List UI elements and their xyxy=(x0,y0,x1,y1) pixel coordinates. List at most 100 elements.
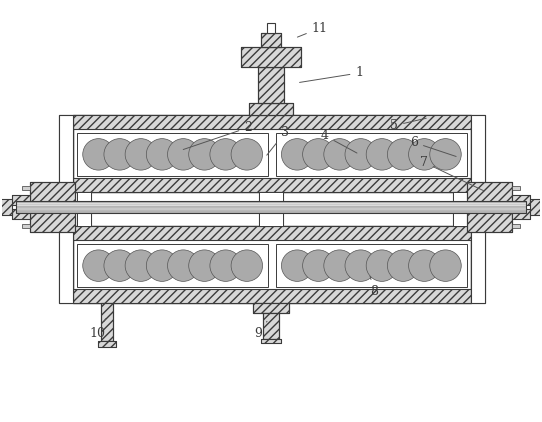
Circle shape xyxy=(210,139,241,170)
Bar xyxy=(60,115,73,192)
Bar xyxy=(467,182,512,232)
Bar xyxy=(60,226,73,303)
Bar xyxy=(253,303,289,313)
Circle shape xyxy=(388,250,419,281)
Bar xyxy=(30,182,75,232)
Bar xyxy=(470,115,485,192)
Text: 10: 10 xyxy=(89,319,106,340)
Bar xyxy=(470,226,485,303)
Circle shape xyxy=(125,139,157,170)
Bar xyxy=(60,226,73,303)
Bar xyxy=(12,195,30,205)
Bar xyxy=(258,67,284,103)
Text: 7: 7 xyxy=(420,156,484,191)
Bar xyxy=(453,192,467,226)
Bar xyxy=(12,209,30,219)
Circle shape xyxy=(366,139,398,170)
Text: 2: 2 xyxy=(183,121,252,149)
Circle shape xyxy=(189,250,220,281)
Bar xyxy=(249,103,293,115)
Circle shape xyxy=(430,250,461,281)
Bar xyxy=(16,201,526,213)
Bar xyxy=(101,303,113,341)
Bar xyxy=(512,209,530,219)
Circle shape xyxy=(210,250,241,281)
Bar xyxy=(12,209,30,219)
Bar xyxy=(78,192,91,226)
Bar xyxy=(470,226,485,303)
Bar xyxy=(253,303,289,313)
Bar xyxy=(98,341,116,347)
Bar xyxy=(30,182,75,232)
Circle shape xyxy=(409,250,440,281)
Bar xyxy=(276,133,467,176)
Bar xyxy=(78,133,268,176)
Circle shape xyxy=(146,250,178,281)
Bar xyxy=(261,33,281,47)
Circle shape xyxy=(324,250,356,281)
Circle shape xyxy=(366,250,398,281)
Bar xyxy=(73,289,470,303)
Bar xyxy=(467,182,512,232)
Circle shape xyxy=(167,139,199,170)
Bar xyxy=(267,23,275,33)
Bar xyxy=(259,192,283,226)
Bar xyxy=(276,244,467,287)
Text: 1: 1 xyxy=(300,66,364,82)
Bar xyxy=(263,313,279,339)
Bar xyxy=(98,341,116,347)
Text: 9: 9 xyxy=(254,321,267,340)
Bar xyxy=(470,115,485,192)
Circle shape xyxy=(409,139,440,170)
Circle shape xyxy=(302,139,334,170)
Text: 5: 5 xyxy=(390,118,426,132)
Bar xyxy=(512,195,530,205)
Bar xyxy=(261,339,281,343)
Bar xyxy=(12,195,30,205)
Circle shape xyxy=(281,250,313,281)
Text: 4: 4 xyxy=(321,129,357,153)
Circle shape xyxy=(83,139,114,170)
Text: 6: 6 xyxy=(410,136,456,157)
Bar xyxy=(512,224,520,228)
Circle shape xyxy=(430,139,461,170)
Bar xyxy=(530,199,542,215)
Bar xyxy=(512,186,520,190)
Bar xyxy=(512,209,530,219)
Bar xyxy=(530,199,542,215)
Bar xyxy=(73,226,470,303)
Bar xyxy=(0,199,12,215)
Circle shape xyxy=(281,139,313,170)
Bar xyxy=(16,203,526,206)
Bar xyxy=(16,208,526,210)
Circle shape xyxy=(189,139,220,170)
Text: 8: 8 xyxy=(370,276,378,298)
Bar xyxy=(73,115,470,129)
Bar xyxy=(22,224,30,228)
Circle shape xyxy=(167,250,199,281)
Bar xyxy=(258,67,284,103)
Bar xyxy=(453,192,467,226)
Circle shape xyxy=(388,139,419,170)
Bar xyxy=(261,33,281,47)
Bar xyxy=(263,313,279,339)
Circle shape xyxy=(231,250,262,281)
Bar xyxy=(249,103,293,115)
Circle shape xyxy=(83,250,114,281)
Text: 11: 11 xyxy=(298,22,328,37)
Bar xyxy=(78,244,268,287)
Circle shape xyxy=(146,139,178,170)
Bar xyxy=(101,303,113,341)
Circle shape xyxy=(302,250,334,281)
Bar xyxy=(259,192,283,226)
Circle shape xyxy=(345,139,377,170)
Bar xyxy=(241,47,301,67)
Bar xyxy=(22,186,30,190)
Bar xyxy=(73,226,470,240)
Circle shape xyxy=(104,139,136,170)
Circle shape xyxy=(345,250,377,281)
Bar xyxy=(60,115,73,192)
Circle shape xyxy=(231,139,262,170)
Bar xyxy=(512,195,530,205)
Bar xyxy=(261,339,281,343)
